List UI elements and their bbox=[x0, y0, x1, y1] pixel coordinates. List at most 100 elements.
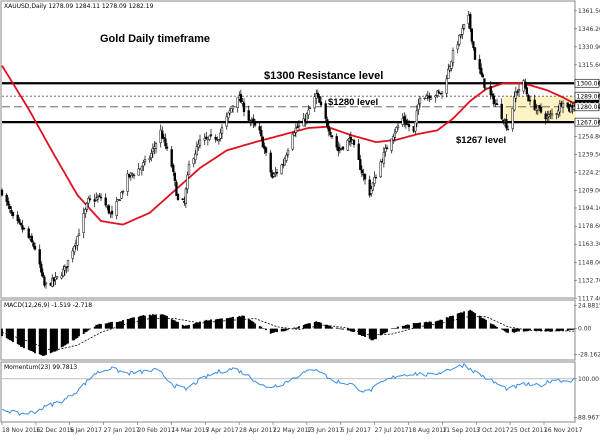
macd-bar bbox=[314, 322, 316, 329]
candle-body bbox=[220, 133, 222, 138]
macd-bar bbox=[86, 329, 88, 332]
momentum-tick-label: 100.00 bbox=[578, 376, 599, 383]
candle-body bbox=[397, 126, 399, 128]
price-tick-label: 1239.50 bbox=[578, 152, 600, 159]
candle-body bbox=[273, 174, 275, 176]
macd-bar bbox=[28, 329, 30, 350]
macd-bar bbox=[517, 329, 519, 332]
macd-bar bbox=[152, 314, 154, 328]
candle-body bbox=[339, 149, 341, 150]
candle-body bbox=[562, 103, 564, 107]
macd-bar bbox=[341, 329, 343, 330]
macd-bar bbox=[31, 329, 33, 351]
candle-body bbox=[540, 107, 542, 112]
candle-body bbox=[336, 136, 338, 147]
candle-body bbox=[66, 267, 68, 268]
macd-bar bbox=[106, 323, 108, 328]
macd-bar bbox=[221, 318, 223, 328]
candle-body bbox=[501, 104, 503, 119]
candle-body bbox=[493, 96, 495, 104]
date-tick-label: 16 Nov 2017 bbox=[544, 427, 583, 434]
macd-bar bbox=[328, 326, 330, 329]
macd-bar bbox=[55, 329, 57, 352]
candle-body bbox=[391, 139, 393, 150]
candle-body bbox=[474, 48, 476, 60]
level-1280-annotation: $1280 level bbox=[328, 97, 378, 108]
candle-body bbox=[165, 139, 167, 146]
macd-bar bbox=[496, 327, 498, 329]
candle-body bbox=[141, 167, 143, 170]
macd-bar bbox=[11, 329, 13, 341]
candle-body bbox=[6, 195, 8, 202]
macd-bar bbox=[282, 329, 284, 332]
candle-body bbox=[430, 98, 432, 100]
macd-bar bbox=[363, 329, 365, 336]
macd-bar bbox=[215, 319, 217, 328]
candle-body bbox=[182, 199, 184, 200]
macd-bar bbox=[232, 317, 234, 329]
macd-bar bbox=[474, 313, 476, 329]
macd-bar bbox=[18, 329, 20, 345]
candle-body bbox=[524, 82, 526, 88]
macd-bar bbox=[473, 312, 475, 329]
macd-bar bbox=[154, 315, 156, 329]
macd-bar bbox=[485, 320, 487, 329]
candle-body bbox=[99, 196, 101, 197]
date-tick-label: 5 Jul 2017 bbox=[341, 427, 371, 434]
macd-bar bbox=[364, 329, 366, 337]
macd-bar bbox=[482, 318, 484, 328]
macd-bar bbox=[284, 329, 286, 332]
candle-body bbox=[347, 140, 349, 150]
macd-bar bbox=[572, 329, 574, 330]
macd-bar bbox=[416, 323, 418, 329]
candle-body bbox=[517, 92, 519, 93]
candle-body bbox=[548, 115, 550, 117]
price-tick-label: 1361.50 bbox=[578, 8, 600, 15]
momentum-tick-label: 88.9677 bbox=[578, 415, 600, 422]
macd-bar bbox=[94, 327, 96, 329]
candle-body bbox=[132, 174, 134, 175]
price-tag-text: 1267.00 bbox=[577, 119, 600, 126]
macd-bar bbox=[383, 329, 385, 334]
macd-bar bbox=[402, 326, 404, 329]
candle-body bbox=[262, 137, 264, 147]
macd-bar bbox=[270, 329, 272, 334]
candle-body bbox=[320, 102, 322, 105]
macd-bar bbox=[262, 328, 264, 329]
macd-bar bbox=[370, 329, 372, 341]
macd-label: MACD(12,26,9) -1.519 -2.718 bbox=[4, 302, 92, 309]
macd-bar bbox=[501, 329, 503, 330]
macd-bar bbox=[177, 322, 179, 329]
macd-bar bbox=[67, 329, 69, 344]
candle-body bbox=[84, 209, 86, 213]
macd-bar bbox=[163, 315, 165, 329]
macd-bar bbox=[436, 321, 438, 329]
candle-body bbox=[471, 29, 473, 42]
candle-body bbox=[331, 136, 333, 137]
macd-bar bbox=[529, 329, 531, 331]
macd-bar bbox=[51, 329, 53, 353]
date-tick-label: 20 Feb 2017 bbox=[138, 427, 176, 434]
candle-body bbox=[281, 165, 283, 174]
candle-body bbox=[34, 246, 36, 249]
macd-bar bbox=[449, 316, 451, 328]
date-tick-label: 11 Sep 2017 bbox=[442, 427, 480, 434]
macd-bar bbox=[209, 320, 211, 328]
macd-bar bbox=[216, 319, 218, 329]
candle-body bbox=[163, 137, 165, 138]
candle-body bbox=[479, 59, 481, 69]
candle-body bbox=[78, 234, 80, 236]
candle-body bbox=[171, 150, 173, 167]
macd-bar bbox=[303, 325, 305, 329]
macd-tick-label: 24.8815 bbox=[578, 303, 600, 310]
macd-bar bbox=[105, 324, 107, 329]
macd-bar bbox=[435, 321, 437, 328]
macd-bar bbox=[20, 329, 22, 347]
macd-bar bbox=[155, 314, 157, 328]
macd-bar bbox=[462, 313, 464, 329]
macd-bar bbox=[451, 316, 453, 329]
price-tag-text: 1300.00 bbox=[577, 80, 600, 87]
candle-body bbox=[292, 134, 294, 149]
candle-body bbox=[39, 249, 41, 264]
